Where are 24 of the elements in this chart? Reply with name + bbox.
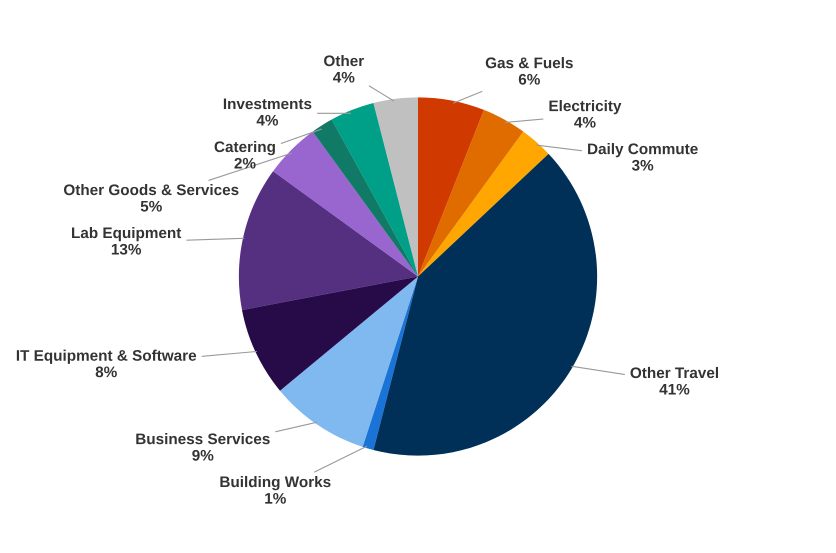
slice-label: Daily Commute	[588, 143, 698, 158]
data-label: 4%	[333, 72, 354, 83]
data-label: 6%	[518, 74, 540, 85]
slice-label: Gas & Fuels	[486, 57, 573, 68]
data-label: 4%	[256, 114, 278, 126]
slice-label: Investments	[224, 98, 312, 110]
slice-label: Other	[324, 54, 364, 66]
data-label: 3%	[632, 160, 654, 171]
data-label: 4%	[574, 116, 596, 128]
data-label: 41%	[659, 384, 690, 395]
data-label: 1%	[265, 492, 286, 504]
slice-label: Other Travel	[630, 366, 718, 378]
data-label: 9%	[192, 450, 214, 461]
data-label: 5%	[140, 200, 162, 212]
data-label: 8%	[96, 366, 117, 378]
slice-label: Business Services	[136, 433, 270, 444]
slice-label: Lab Equipment	[72, 226, 182, 242]
slice-label: IT Equipment & Software	[16, 350, 196, 364]
data-label: 2%	[234, 158, 256, 169]
slice-label: Catering	[214, 140, 275, 156]
data-label: 13%	[112, 244, 142, 255]
slice-label: Other Goods & Services	[64, 184, 239, 196]
slice-label: Building Works	[220, 476, 331, 490]
slice-label: Electricity	[549, 100, 622, 114]
